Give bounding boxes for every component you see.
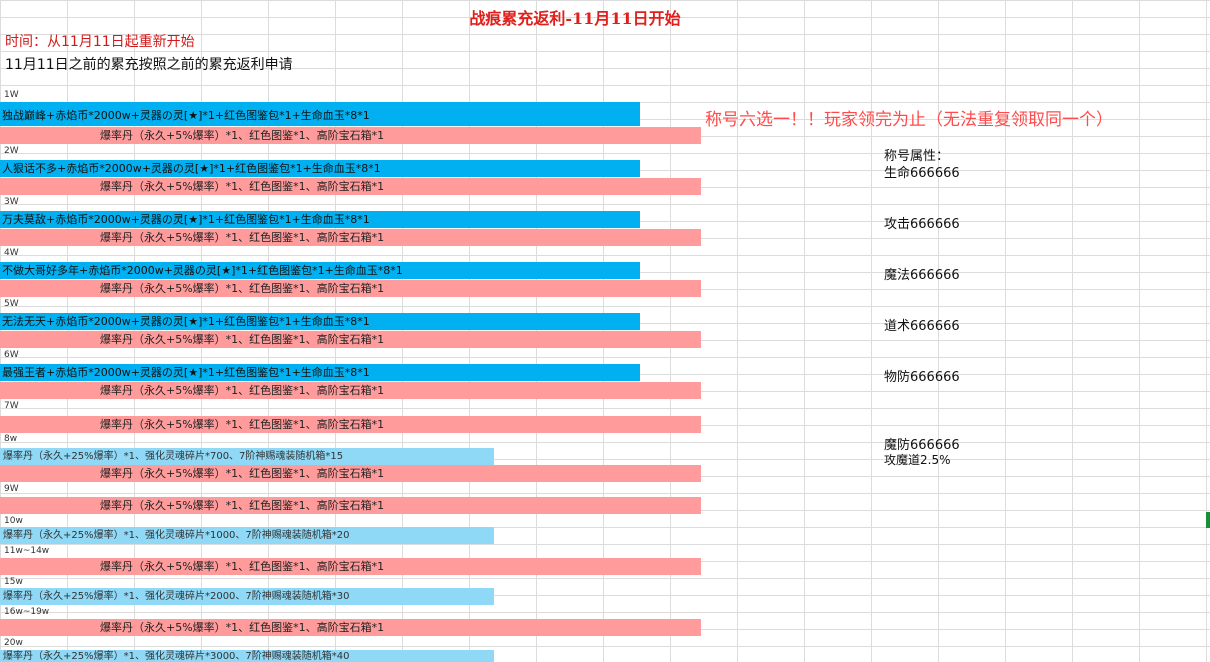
tier-label: 20w (4, 638, 23, 648)
tier-extra-row[interactable]: 爆率丹（永久+25%爆率）*1、强化灵魂碎片*3000、7阶神赐魂装随机箱*40 (0, 650, 494, 662)
attr-atkpct: 攻魔道2.5% (884, 453, 951, 467)
sheet-title: 战痕累充返利-11月11日开始 (469, 9, 681, 28)
tier-title-row[interactable]: 最强王者+赤焰币*2000w+灵器の灵[★]*1+红色图鉴包*1+生命血玉*8*… (0, 364, 640, 381)
attr-hp: 生命666666 (884, 166, 960, 181)
tier-extra-row[interactable]: 爆率丹（永久+25%爆率）*1、强化灵魂碎片*2000、7阶神赐魂装随机箱*30 (0, 588, 494, 605)
tier-reward-row[interactable]: 爆率丹（永久+5%爆率）*1、红色图鉴*1、高阶宝石箱*1 (0, 465, 701, 482)
tier-reward-row[interactable]: 爆率丹（永久+5%爆率）*1、红色图鉴*1、高阶宝石箱*1 (0, 558, 701, 575)
tier-title-row[interactable]: 无法无天+赤焰币*2000w+灵器の灵[★]*1+红色图鉴包*1+生命血玉*8*… (0, 313, 640, 330)
tier-reward-row[interactable]: 爆率丹（永久+5%爆率）*1、红色图鉴*1、高阶宝石箱*1 (0, 331, 701, 348)
tier-label: 15w (4, 577, 23, 587)
tier-label: 8w (4, 434, 18, 444)
tier-label: 16w~19w (4, 607, 50, 617)
tier-label: 4W (4, 248, 19, 258)
tier-extra-row[interactable]: 爆率丹（永久+25%爆率）*1、强化灵魂碎片*1000、7阶神赐魂装随机箱*20 (0, 527, 494, 544)
tier-label: 5W (4, 299, 19, 309)
tier-label: 1W (4, 90, 19, 100)
tier-label: 7W (4, 401, 19, 411)
attr-atk: 攻击666666 (884, 217, 960, 232)
attr-header: 称号属性： (884, 149, 950, 164)
attr-mdef: 魔防666666 (884, 438, 960, 453)
tier-reward-row[interactable]: 爆率丹（永久+5%爆率）*1、红色图鉴*1、高阶宝石箱*1 (0, 619, 701, 636)
tier-extra-row[interactable]: 爆率丹（永久+25%爆率）*1、强化灵魂碎片*700、7阶神赐魂装随机箱*15 (0, 448, 494, 465)
tier-title-row[interactable]: 万夫莫敌+赤焰币*2000w+灵器の灵[★]*1+红色图鉴包*1+生命血玉*8*… (0, 211, 640, 228)
tier-reward-row[interactable]: 爆率丹（永久+5%爆率）*1、红色图鉴*1、高阶宝石箱*1 (0, 229, 701, 246)
tier-label: 11w~14w (4, 546, 50, 556)
title-announcement: 称号六选一！！玩家领完为止（无法重复领取同一个） (705, 110, 1113, 130)
tier-title-row[interactable]: 不做大哥好多年+赤焰币*2000w+灵器の灵[★]*1+红色图鉴包*1+生命血玉… (0, 262, 640, 279)
attr-tao: 道术666666 (884, 319, 960, 334)
tier-label: 2W (4, 146, 19, 156)
tier-reward-row[interactable]: 爆率丹（永久+5%爆率）*1、红色图鉴*1、高阶宝石箱*1 (0, 416, 701, 433)
tier-title-row[interactable]: 独战巅峰+赤焰币*2000w+灵器の灵[★]*1+红色图鉴包*1+生命血玉*8*… (0, 102, 640, 126)
tier-label: 9W (4, 484, 19, 494)
tier-reward-row[interactable]: 爆率丹（永久+5%爆率）*1、红色图鉴*1、高阶宝石箱*1 (0, 280, 701, 297)
tier-title-row[interactable]: 人狠话不多+赤焰币*2000w+灵器の灵[★]*1+红色图鉴包*1+生命血玉*8… (0, 160, 640, 177)
tier-label: 6W (4, 350, 19, 360)
tier-label: 10w (4, 516, 23, 526)
tier-reward-row[interactable]: 爆率丹（永久+5%爆率）*1、红色图鉴*1、高阶宝石箱*1 (0, 382, 701, 399)
attr-magic: 魔法666666 (884, 268, 960, 283)
tier-reward-row[interactable]: 爆率丹（永久+5%爆率）*1、红色图鉴*1、高阶宝石箱*1 (0, 497, 701, 514)
note-line: 11月11日之前的累充按照之前的累充返利申请 (5, 57, 293, 73)
tier-reward-row[interactable]: 爆率丹（永久+5%爆率）*1、红色图鉴*1、高阶宝石箱*1 (0, 127, 701, 144)
time-line: 时间：从11月11日起重新开始 (5, 34, 195, 50)
tier-reward-row[interactable]: 爆率丹（永久+5%爆率）*1、红色图鉴*1、高阶宝石箱*1 (0, 178, 701, 195)
cell-selection-marker (1206, 512, 1210, 528)
tier-label: 3W (4, 197, 19, 207)
attr-pdef: 物防666666 (884, 370, 960, 385)
